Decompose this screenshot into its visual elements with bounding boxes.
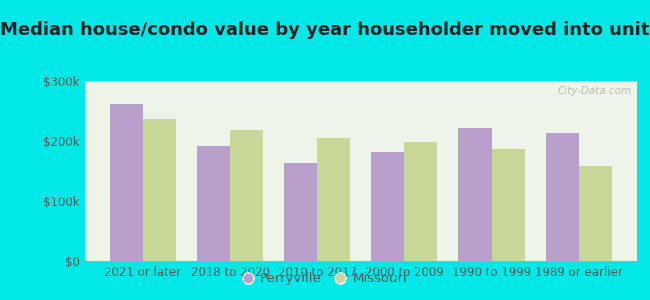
Bar <box>491 149 525 261</box>
Bar <box>143 119 176 261</box>
Bar <box>317 138 350 261</box>
Bar <box>230 130 263 261</box>
Bar <box>197 146 230 261</box>
Bar <box>458 128 491 261</box>
Bar <box>404 142 437 261</box>
Text: Median house/condo value by year householder moved into unit: Median house/condo value by year househo… <box>0 21 650 39</box>
Bar <box>545 133 578 261</box>
Text: City-Data.com: City-Data.com <box>557 86 632 96</box>
Legend: Perryville, Missouri: Perryville, Missouri <box>238 267 412 290</box>
Bar <box>578 166 612 261</box>
Bar <box>371 152 404 261</box>
Bar <box>110 104 143 261</box>
Bar <box>284 163 317 261</box>
